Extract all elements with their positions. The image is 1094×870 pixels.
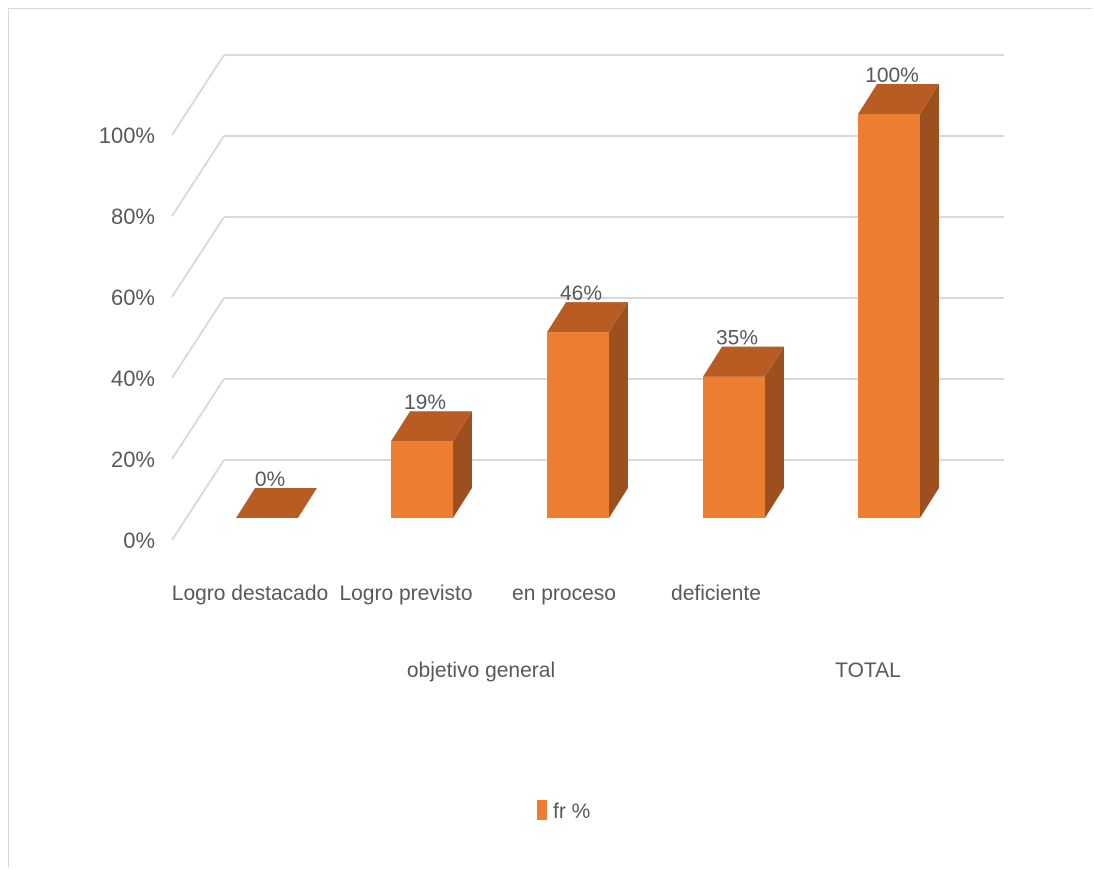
y-tick-label: 20% [111,447,155,472]
bar [391,411,472,518]
data-label: 0% [255,468,285,491]
category-label: Logro previsto [339,582,472,605]
data-label: 35% [716,327,758,350]
bar-side [920,84,939,518]
y-tick-label: 80% [111,204,155,229]
gridline-diagonal [172,460,224,540]
bar-top [236,488,317,518]
bar-front [703,377,765,518]
bar [236,488,317,518]
gridline-diagonal [172,379,224,459]
group-label: objetivo general [407,659,555,682]
bar [703,347,784,518]
category-label: Logro destacado [172,582,328,605]
y-tick-label: 0% [123,528,155,553]
bar [547,302,628,518]
gridline-diagonal [172,217,224,297]
category-label: en proceso [512,582,616,605]
legend-label: fr % [553,800,590,823]
y-axis-ticks: 0% 20% 40% 60% 80% 100% [99,123,155,553]
gridline-diagonal [172,136,224,216]
bar-front [858,114,920,518]
category-label: deficiente [671,582,761,605]
data-label: 19% [404,391,446,414]
y-tick-label: 40% [111,366,155,391]
x-axis-groups: objetivo general TOTAL [407,659,901,682]
bar-side [765,347,784,518]
bar-front [391,441,453,518]
gridline-diagonal [172,55,224,135]
y-tick-label: 60% [111,285,155,310]
y-tick-label: 100% [99,123,155,148]
legend: fr % [537,800,590,823]
gridline-diagonal [172,298,224,378]
legend-swatch [537,800,547,820]
bar-side [609,302,628,518]
bar-front [547,332,609,518]
group-label: TOTAL [835,659,901,682]
data-label: 100% [865,64,919,87]
x-axis-categories: Logro destacado Logro previsto en proceso d… [172,582,761,605]
bar [858,84,939,518]
data-label: 46% [560,282,602,305]
